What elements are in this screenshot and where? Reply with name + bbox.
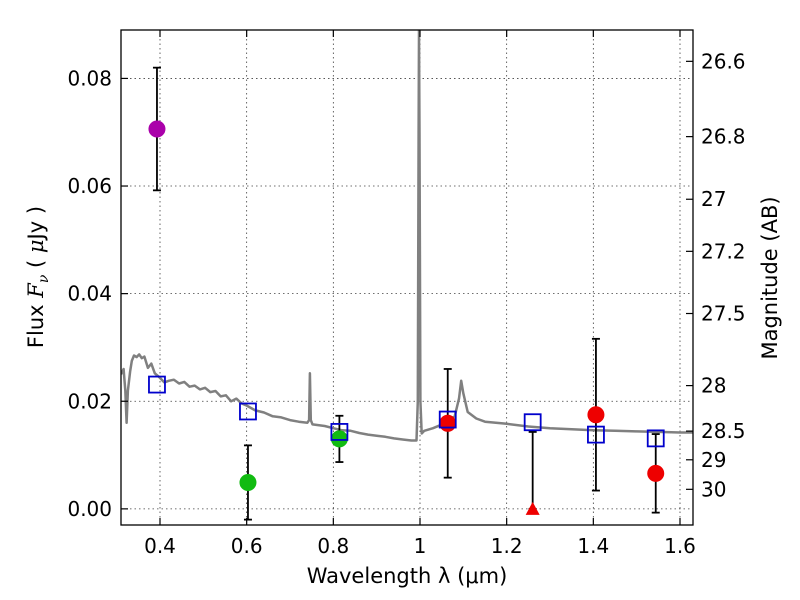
- x-tick-label: 1.4: [577, 534, 609, 558]
- x-tick-label: 0.6: [231, 534, 263, 558]
- data-point: [330, 430, 348, 448]
- data-point: [239, 473, 257, 491]
- x-tick-label: 1.6: [664, 534, 696, 558]
- right-magnitude-axis-ticks: 26.6 26.8 27 27.2 27.5 28 28.5 29 30: [686, 49, 746, 501]
- y-tick-label: 0.00: [67, 497, 112, 521]
- y-tick-label: 0.08: [67, 66, 112, 90]
- right-tick-label: 27.2: [701, 239, 746, 263]
- x-axis-ticks: 0.4 0.6 0.8 1 1.2 1.4 1.6: [144, 30, 696, 558]
- model-photometry-squares: [148, 375, 665, 448]
- y-tick-label: 0.06: [67, 174, 112, 198]
- data-point: [647, 464, 665, 482]
- model-photometry-square: [438, 410, 457, 429]
- x-tick-label: 1: [414, 534, 427, 558]
- data-point: [148, 120, 166, 138]
- plot-background: [121, 30, 693, 525]
- right-tick-label: 28: [701, 374, 726, 398]
- upper-limit-triangle: [525, 501, 540, 515]
- x-tick-label: 1.2: [491, 534, 523, 558]
- right-tick-label: 30: [701, 477, 726, 501]
- right-tick-label: 26.8: [701, 125, 746, 149]
- x-tick-label: 0.8: [317, 534, 349, 558]
- x-tick-label: 0.4: [144, 534, 176, 558]
- y-tick-label: 0.02: [67, 389, 112, 413]
- right-tick-label: 29: [701, 448, 726, 472]
- right-tick-label: 27: [701, 187, 726, 211]
- model-photometry-square: [646, 429, 665, 448]
- model-photometry-square: [148, 375, 166, 394]
- right-tick-label: 27.5: [701, 302, 746, 326]
- model-photometry-square: [523, 413, 542, 432]
- right-tick-label: 28.5: [701, 419, 746, 443]
- plot-frame: [120, 29, 694, 526]
- data-point: [587, 406, 605, 424]
- right-tick-label: 26.6: [701, 49, 746, 73]
- y-axis-ticks: 0.00 0.02 0.04 0.06 0.08: [67, 66, 128, 521]
- model-photometry-square: [587, 425, 605, 444]
- model-photometry-square: [239, 402, 257, 421]
- right-axis-title: Magnitude (AB): [758, 196, 782, 359]
- model-photometry-square: [330, 423, 349, 441]
- data-point: [439, 414, 457, 432]
- y-tick-label: 0.04: [67, 282, 112, 306]
- x-axis-title: Wavelength λ (μm): [307, 564, 508, 588]
- y-axis-title: Flux Fν ( μJy ): [24, 206, 52, 348]
- best-fit-sed-line: [121, 30, 693, 442]
